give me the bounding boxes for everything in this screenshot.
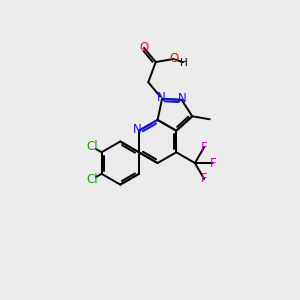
Text: O: O (169, 52, 178, 65)
Text: F: F (201, 141, 207, 154)
Text: N: N (133, 123, 142, 136)
Text: Cl: Cl (86, 173, 98, 186)
Text: F: F (201, 172, 207, 185)
Text: N: N (157, 91, 166, 104)
Text: O: O (140, 41, 148, 55)
Text: F: F (210, 157, 217, 169)
Text: N: N (178, 92, 187, 105)
Text: H: H (180, 58, 188, 68)
Text: Cl: Cl (86, 140, 98, 153)
